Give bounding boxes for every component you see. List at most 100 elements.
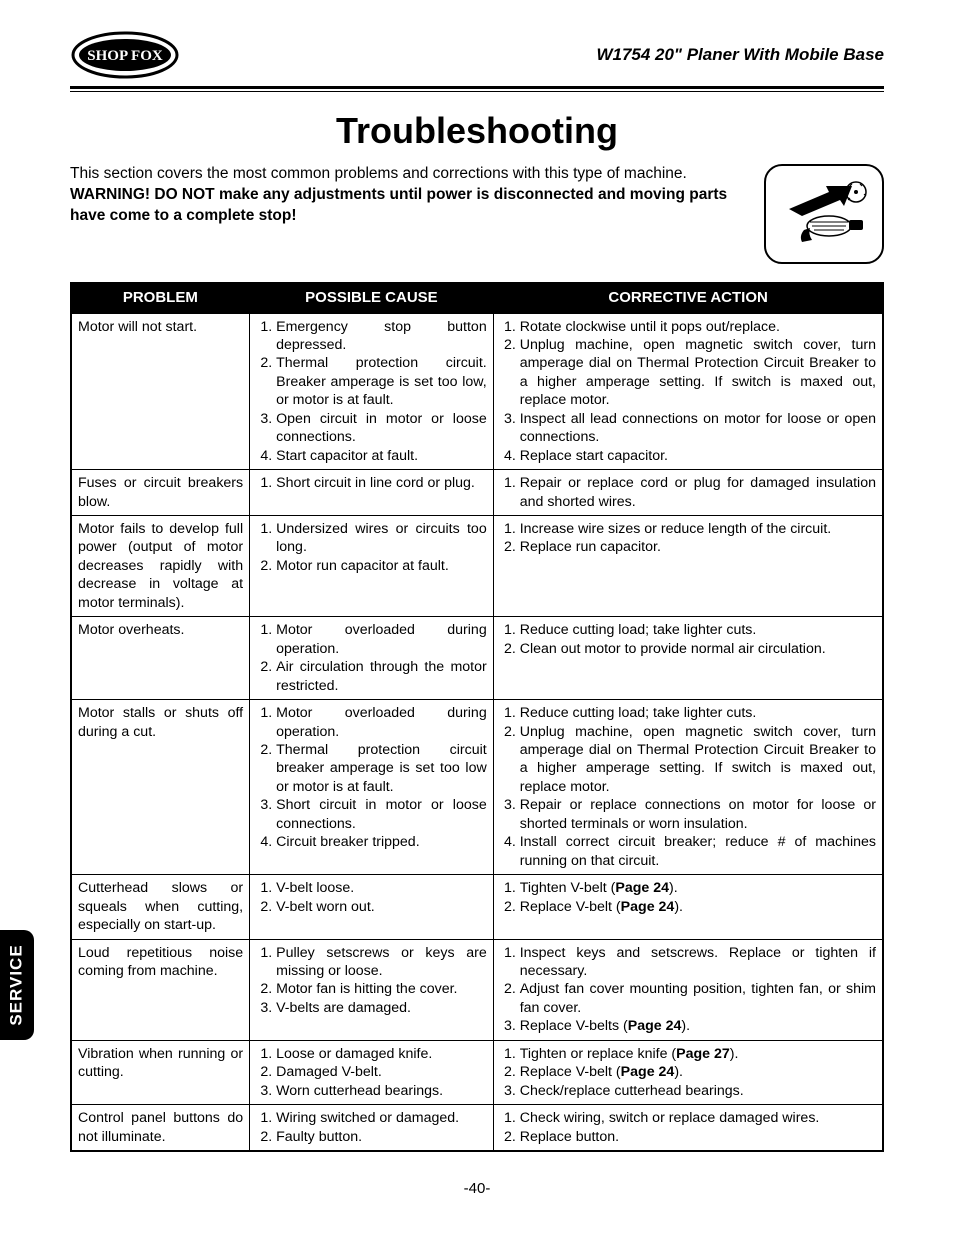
intro-text: This section covers the most common prob…: [70, 164, 748, 227]
action-item: Replace V-belt (Page 24).: [520, 898, 876, 916]
problem-cell: Loud repetitious noise coming from machi…: [71, 939, 250, 1040]
cause-cell: Pulley setscrews or keys are missing or …: [250, 939, 494, 1040]
problem-cell: Motor fails to develop full power (outpu…: [71, 516, 250, 617]
cause-item: Loose or damaged knife.: [276, 1045, 487, 1063]
cause-item: Emergency stop button depressed.: [276, 318, 487, 355]
action-cell: Rotate clockwise until it pops out/repla…: [493, 313, 883, 470]
action-cell: Repair or replace cord or plug for damag…: [493, 470, 883, 516]
brand-logo: SHOP FOX: [70, 30, 180, 80]
intro-lead: This section covers the most common prob…: [70, 165, 687, 182]
table-header-row: PROBLEM POSSIBLE CAUSE CORRECTIVE ACTION: [71, 283, 883, 313]
cause-cell: Short circuit in line cord or plug.: [250, 470, 494, 516]
action-item: Increase wire sizes or reduce length of …: [520, 520, 876, 538]
action-item: Replace button.: [520, 1128, 876, 1146]
table-row: Cutterhead slows or squeals when cutting…: [71, 875, 883, 939]
action-item: Rotate clockwise until it pops out/repla…: [520, 318, 876, 336]
cause-cell: Motor overloaded during operation.Therma…: [250, 700, 494, 875]
table-row: Motor overheats.Motor overloaded during …: [71, 617, 883, 700]
page-title: Troubleshooting: [70, 110, 884, 152]
action-item: Reduce cutting load; take lighter cuts.: [520, 704, 876, 722]
action-item: Adjust fan cover mounting position, tigh…: [520, 980, 876, 1017]
action-item: Install correct circuit breaker; reduce …: [520, 833, 876, 870]
table-row: Motor stalls or shuts off during a cut.M…: [71, 700, 883, 875]
action-cell: Check wiring, switch or replace damaged …: [493, 1105, 883, 1151]
cause-item: Short circuit in motor or loose connecti…: [276, 796, 487, 833]
action-cell: Increase wire sizes or reduce length of …: [493, 516, 883, 617]
cause-item: Motor fan is hitting the cover.: [276, 980, 487, 998]
cause-item: Circuit breaker tripped.: [276, 833, 487, 851]
action-cell: Tighten V-belt (Page 24).Replace V-belt …: [493, 875, 883, 939]
action-item: Tighten or replace knife (Page 27).: [520, 1045, 876, 1063]
problem-cell: Motor stalls or shuts off during a cut.: [71, 700, 250, 875]
table-row: Motor will not start.Emergency stop butt…: [71, 313, 883, 470]
troubleshooting-table: PROBLEM POSSIBLE CAUSE CORRECTIVE ACTION…: [70, 282, 884, 1152]
cause-item: Air circulation through the motor restri…: [276, 658, 487, 695]
table-row: Loud repetitious noise coming from machi…: [71, 939, 883, 1040]
action-item: Inspect keys and setscrews. Replace or t…: [520, 944, 876, 981]
cause-cell: V-belt loose.V-belt worn out.: [250, 875, 494, 939]
header-rule-thick: [70, 86, 884, 89]
table-row: Fuses or circuit breakers blow. Short cir…: [71, 470, 883, 516]
cause-item: Wiring switched or damaged.: [276, 1109, 487, 1127]
problem-cell: Motor will not start.: [71, 313, 250, 470]
action-item: Replace run capacitor.: [520, 538, 876, 556]
header: SHOP FOX W1754 20" Planer With Mobile Ba…: [70, 30, 884, 80]
cause-cell: Emergency stop button depressed.Thermal …: [250, 313, 494, 470]
cause-item: V-belts are damaged.: [276, 999, 487, 1017]
cause-cell: Undersized wires or circuits too long.Mo…: [250, 516, 494, 617]
table-row: Motor fails to develop full power (outpu…: [71, 516, 883, 617]
col-header-problem: PROBLEM: [71, 283, 250, 313]
action-item: Inspect all lead connections on motor fo…: [520, 410, 876, 447]
cause-item: Damaged V-belt.: [276, 1063, 487, 1081]
problem-cell: Control panel buttons do not illuminate.: [71, 1105, 250, 1151]
cause-item: Open circuit in motor or loose connectio…: [276, 410, 487, 447]
cause-item: Pulley setscrews or keys are missing or …: [276, 944, 487, 981]
table-row: Control panel buttons do not illuminate.…: [71, 1105, 883, 1151]
action-item: Reduce cutting load; take lighter cuts.: [520, 621, 876, 639]
action-cell: Reduce cutting load; take lighter cuts.U…: [493, 700, 883, 875]
cause-item: Motor overloaded during operation.: [276, 704, 487, 741]
action-item: Tighten V-belt (Page 24).: [520, 879, 876, 897]
action-item: Replace V-belts (Page 24).: [520, 1017, 876, 1035]
cause-cell: Wiring switched or damaged.Faulty button…: [250, 1105, 494, 1151]
cause-item: Motor run capacitor at fault.: [276, 557, 487, 575]
cause-item: Thermal protection circuit breaker amper…: [276, 741, 487, 796]
cause-item: Worn cutterhead bearings.: [276, 1082, 487, 1100]
problem-cell: Cutterhead slows or squeals when cutting…: [71, 875, 250, 939]
cause-item: Start capacitor at fault.: [276, 447, 487, 465]
col-header-action: CORRECTIVE ACTION: [493, 283, 883, 313]
action-item: Check/replace cutterhead bearings.: [520, 1082, 876, 1100]
cause-item: V-belt worn out.: [276, 898, 487, 916]
cause-item: Faulty button.: [276, 1128, 487, 1146]
cause-item: V-belt loose.: [276, 879, 487, 897]
action-cell: Inspect keys and setscrews. Replace or t…: [493, 939, 883, 1040]
header-rule-thin: [70, 91, 884, 92]
action-item: Replace start capacitor.: [520, 447, 876, 465]
action-item: Replace V-belt (Page 24).: [520, 1063, 876, 1081]
col-header-cause: POSSIBLE CAUSE: [250, 283, 494, 313]
action-item: Repair or replace cord or plug for damag…: [520, 474, 876, 511]
problem-cell: Motor overheats.: [71, 617, 250, 700]
cause-item: Motor overloaded during operation.: [276, 621, 487, 658]
problem-cell: Fuses or circuit breakers blow.: [71, 470, 250, 516]
action-item: Check wiring, switch or replace damaged …: [520, 1109, 876, 1127]
intro-warning: WARNING! DO NOT make any adjustments unt…: [70, 186, 727, 224]
cause-item: Short circuit in line cord or plug.: [276, 474, 487, 492]
svg-text:SHOP FOX: SHOP FOX: [87, 48, 163, 64]
action-item: Unplug machine, open magnetic switch cov…: [520, 723, 876, 797]
action-item: Clean out motor to provide normal air ci…: [520, 640, 876, 658]
action-cell: Tighten or replace knife (Page 27).Repla…: [493, 1040, 883, 1104]
problem-cell: Vibration when running or cutting.: [71, 1040, 250, 1104]
action-item: Unplug machine, open magnetic switch cov…: [520, 336, 876, 410]
intro-section: This section covers the most common prob…: [70, 164, 884, 264]
page-number: -40-: [70, 1180, 884, 1197]
page: SHOP FOX W1754 20" Planer With Mobile Ba…: [0, 0, 954, 1237]
cause-cell: Loose or damaged knife.Damaged V-belt.Wo…: [250, 1040, 494, 1104]
table-row: Vibration when running or cutting.Loose …: [71, 1040, 883, 1104]
action-cell: Reduce cutting load; take lighter cuts.C…: [493, 617, 883, 700]
document-title: W1754 20" Planer With Mobile Base: [596, 45, 884, 65]
action-item: Repair or replace connections on motor f…: [520, 796, 876, 833]
cause-item: Undersized wires or circuits too long.: [276, 520, 487, 557]
cause-cell: Motor overloaded during operation.Air ci…: [250, 617, 494, 700]
service-icon: [764, 164, 884, 264]
